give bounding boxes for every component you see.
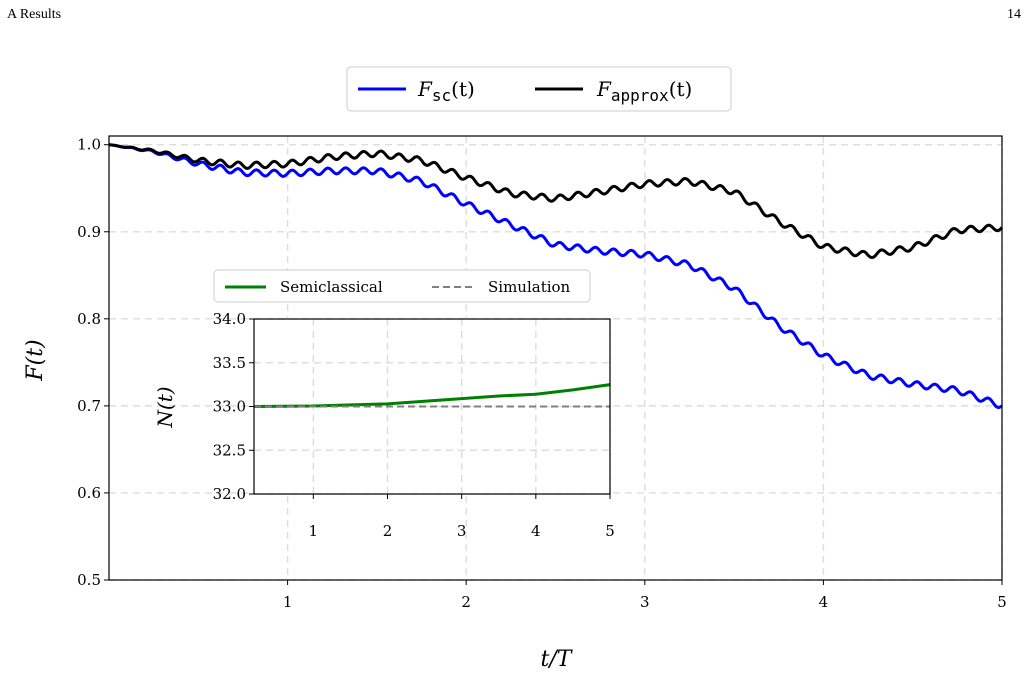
main-xtick-label-2: 3 [640,593,650,611]
legend-fsc-label: Fsc(t) [417,77,475,105]
main-xtick-label-3: 4 [819,593,829,611]
inset-ytick-label-1: 32.5 [213,441,246,459]
inset-xtick-label-2: 3 [457,522,467,540]
legend-fapprox-label: Fapprox(t) [596,77,692,105]
series-line-fsc [108,143,1003,409]
inset-xtick-label-3: 4 [531,522,541,540]
main-xtick-label-4: 5 [997,593,1007,611]
page-header-left: A Results [7,7,62,22]
inset-ytick-label-4: 34.0 [213,310,246,328]
main-plot-frame [108,135,1003,581]
inset-legend: Semiclassical Simulation [213,269,591,303]
main-ytick-label-3: 0.8 [77,310,101,328]
legend-simulation-label: Simulation [488,278,571,296]
inset-xtick-label-1: 2 [383,522,393,540]
inset-legend-box [213,269,591,303]
main-series [108,143,1004,409]
page-number: 14 [1007,7,1021,22]
series-line-fapprox [108,143,1004,260]
main-ytick-label-0: 0.5 [77,571,101,589]
inset-ytick-label-2: 33.0 [213,398,246,416]
legend-fapprox-subscript: approx [611,86,669,105]
inset-series-line-semiclassical [253,383,611,408]
inset-xtick-label-4: 5 [605,522,615,540]
main-ytick-label-4: 0.9 [77,223,101,241]
legend-fsc-arg: (t) [451,77,475,101]
inset-series [253,383,611,408]
inset-ticks: 1 2 3 4 5 32.0 32.5 33.0 33.5 34.0 [213,310,615,540]
inset-xtick-label-0: 1 [309,522,319,540]
inset-ytick-label-3: 33.5 [213,354,246,372]
main-ytick-label-2: 0.7 [77,397,101,415]
main-ticks: 1 2 3 4 5 0.5 0.6 0.7 0.8 0.9 1.0 [77,136,1007,611]
main-xlabel: t/T [541,647,574,672]
inset-ylabel: N(t) [153,386,177,428]
main-xtick-label-1: 2 [461,593,471,611]
inset-ytick-label-0: 32.0 [213,485,246,503]
main-ytick-label-5: 1.0 [77,136,101,154]
main-ytick-label-1: 0.6 [77,484,101,502]
legend-fsc-subscript: sc [432,86,451,105]
main-xtick-label-0: 1 [283,593,293,611]
main-legend: Fsc(t) Fapprox(t) [346,66,732,112]
legend-fapprox-arg: (t) [669,77,693,101]
legend-semiclassical-label: Semiclassical [280,278,383,296]
main-ylabel: F(t) [23,339,48,381]
